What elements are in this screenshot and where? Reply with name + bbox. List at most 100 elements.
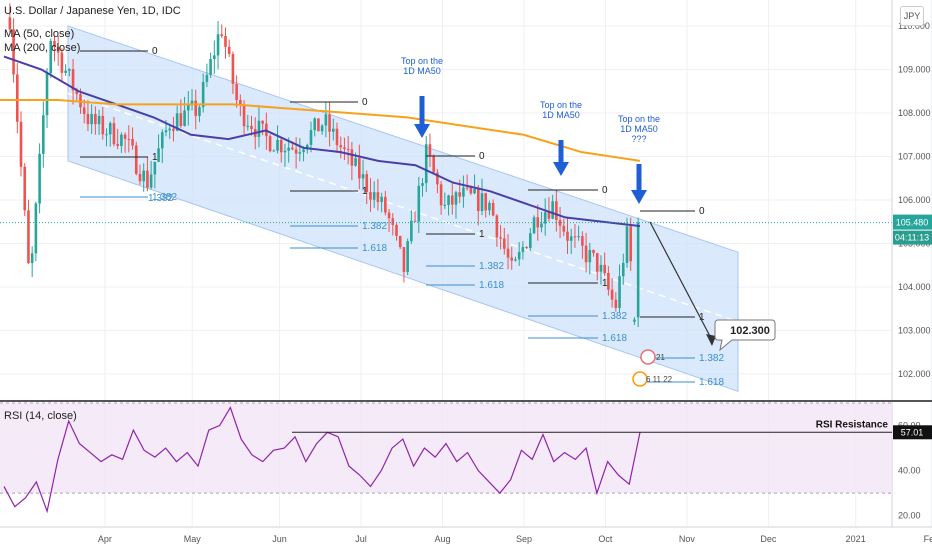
fib-extra-1382-label: 1.382 xyxy=(148,193,173,204)
candle-body xyxy=(369,192,372,200)
candle-body xyxy=(361,174,365,179)
candle xyxy=(235,75,238,108)
candle-body xyxy=(120,134,123,146)
candle xyxy=(339,136,343,159)
candle-body xyxy=(543,212,547,224)
candle-body xyxy=(517,251,521,260)
candle-body xyxy=(320,125,324,132)
candle-body xyxy=(432,155,435,173)
fib-level-1618-label: 1.618 xyxy=(602,333,627,344)
candle xyxy=(621,253,625,285)
candle xyxy=(428,133,432,168)
candle-body xyxy=(276,139,279,151)
candle-body xyxy=(231,54,235,84)
candle xyxy=(629,217,633,271)
candle-body xyxy=(105,134,108,136)
candle-body xyxy=(272,150,276,152)
candle-body xyxy=(480,193,484,212)
candle xyxy=(153,161,157,189)
time-axis-label: 2021 xyxy=(846,534,866,544)
annotation-line2: 1D MA50 xyxy=(542,110,580,120)
candle xyxy=(42,101,45,168)
event-badge-earnings xyxy=(632,371,648,387)
candle-body xyxy=(633,319,636,322)
candle xyxy=(551,194,554,220)
fib-levels-4: 0 1 1.382 1.618 xyxy=(528,185,627,344)
target-callout: 102.300 xyxy=(714,319,776,352)
countdown-value: 04:11:13 xyxy=(895,233,929,243)
candle-body xyxy=(60,52,64,73)
candle xyxy=(350,141,354,181)
candle xyxy=(450,183,454,215)
candle xyxy=(71,58,75,105)
candle xyxy=(97,109,101,135)
candle-body xyxy=(261,120,264,124)
rsi-value: 57.01 xyxy=(901,427,924,437)
candle xyxy=(439,180,443,215)
candle xyxy=(558,207,562,239)
candle xyxy=(443,192,447,209)
candle xyxy=(540,211,543,233)
ma200-legend[interactable]: MA (200, close) xyxy=(4,42,81,54)
candle xyxy=(413,211,417,222)
candle-body xyxy=(625,226,629,263)
candle-body xyxy=(603,264,606,274)
candle xyxy=(380,192,383,213)
event-badge-1-label: 21 xyxy=(656,353,665,362)
candle xyxy=(201,73,205,113)
candle xyxy=(384,190,387,216)
candle xyxy=(64,64,67,76)
candle xyxy=(320,124,324,135)
candle-body xyxy=(618,276,621,308)
fib-level-1-label: 1 xyxy=(602,278,608,289)
price-axis-tick: 106.000 xyxy=(898,195,931,205)
candle xyxy=(358,144,361,190)
candle-body xyxy=(94,113,97,125)
candle-body xyxy=(187,104,190,111)
candle-body xyxy=(358,158,361,179)
candle-body xyxy=(279,139,283,153)
candle xyxy=(569,228,573,254)
candle-body xyxy=(558,220,562,226)
rsi-legend[interactable]: RSI (14, close) xyxy=(4,410,77,422)
candle-body xyxy=(172,128,175,131)
candle xyxy=(220,24,224,39)
time-axis-label: Oct xyxy=(598,534,613,544)
candle xyxy=(603,252,606,277)
candle-body xyxy=(521,247,525,252)
candle-body xyxy=(339,145,343,148)
time-axis-label: Jun xyxy=(272,534,287,544)
candle-body xyxy=(395,224,398,236)
currency-button[interactable]: JPY xyxy=(900,6,924,26)
candle xyxy=(476,185,480,226)
descending-channel xyxy=(67,25,739,393)
candle-body xyxy=(213,55,216,59)
candle-body xyxy=(551,201,554,219)
candle xyxy=(517,242,521,266)
candle-body xyxy=(331,128,335,132)
price-axis-tick: 102.000 xyxy=(898,369,931,379)
candle xyxy=(514,256,517,262)
candle-body xyxy=(34,203,38,254)
candle xyxy=(324,102,328,138)
candle-body xyxy=(473,189,476,194)
fib-level-1382-label: 1.382 xyxy=(362,221,387,232)
candle-body xyxy=(424,144,428,184)
fib-level-0-label: 0 xyxy=(602,185,608,196)
candle-body xyxy=(179,113,183,126)
candle xyxy=(633,317,636,325)
candle-body xyxy=(488,202,491,211)
candle xyxy=(636,217,640,328)
candle-body xyxy=(588,250,592,263)
candle-body xyxy=(168,128,172,131)
fib-level-1382-label: 1.382 xyxy=(479,261,504,272)
candle-body xyxy=(506,248,510,258)
candle-body xyxy=(123,134,127,139)
candle xyxy=(335,122,339,153)
fib-level-1618-label: 1.618 xyxy=(479,280,504,291)
ma50-legend[interactable]: MA (50, close) xyxy=(4,28,75,40)
time-axis-label: Sep xyxy=(516,534,532,544)
candle-body xyxy=(436,172,439,185)
candle-body xyxy=(305,144,309,150)
candle-body xyxy=(15,74,19,122)
